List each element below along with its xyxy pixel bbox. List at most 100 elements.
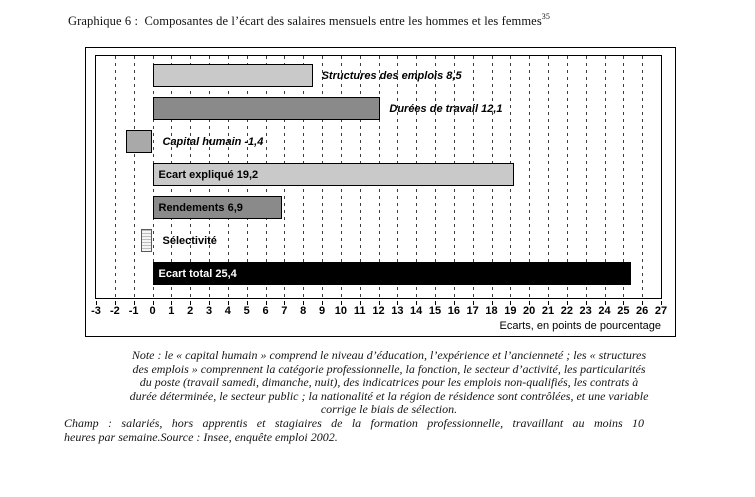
footnote-marker: 35 xyxy=(541,12,550,21)
axis-tick xyxy=(190,301,192,305)
axis-tick-label: 10 xyxy=(334,305,347,317)
bar-label: Rendements 6,9 xyxy=(158,201,243,214)
champ-line: heures par semaine.Source : Insee, enquê… xyxy=(64,429,338,444)
chart-bar xyxy=(152,97,381,120)
note-block: Note : le « capital humain » comprend le… xyxy=(64,348,714,417)
chart-bar-row: Sélectivité xyxy=(96,229,661,252)
axis-tick xyxy=(529,301,531,305)
axis-tick-label: -3 xyxy=(91,305,101,317)
chart-title-text: Graphique 6 : Composantes de l’écart des… xyxy=(68,14,542,28)
gridline xyxy=(585,56,587,298)
axis-tick xyxy=(227,301,229,305)
note-line: corrige le biais de sélection. xyxy=(320,402,458,417)
note-line: Note : le « capital humain » comprend le… xyxy=(131,348,647,362)
axis-tick xyxy=(265,301,267,305)
axis-tick-label: 17 xyxy=(466,305,479,317)
axis-tick-label: 21 xyxy=(541,305,555,317)
bar-label: Ecart expliqué 19,2 xyxy=(158,168,259,181)
chart-bar xyxy=(126,130,153,153)
axis-tick-label: 24 xyxy=(598,305,611,317)
axis-tick-label: 0 xyxy=(149,305,156,317)
chart-bar xyxy=(152,196,283,219)
chart-frame: Structures des emplois 8,5 Durées de trav… xyxy=(85,47,676,337)
axis-tick xyxy=(642,301,644,305)
axis-tick xyxy=(453,301,455,305)
gridline xyxy=(114,56,116,298)
gridline xyxy=(604,56,606,298)
axis-tick-label: 13 xyxy=(391,305,404,317)
note-line: des emplois » comprennent la catégorie p… xyxy=(132,361,646,376)
gridline xyxy=(642,56,644,298)
x-axis xyxy=(96,301,662,306)
axis-tick-label: 2 xyxy=(187,305,194,317)
axis-tick-label: 7 xyxy=(281,305,288,317)
axis-tick xyxy=(284,301,286,305)
axis-tick-label: -1 xyxy=(128,305,139,317)
axis-tick xyxy=(246,301,248,305)
axis-tick xyxy=(322,301,323,305)
axis-tick-label: 27 xyxy=(654,305,668,317)
chart-bar-row: Ecart expliqué 19,2 xyxy=(96,163,661,186)
axis-tick-label: 12 xyxy=(372,305,385,317)
bar-label: Sélectivité xyxy=(162,234,217,247)
axis-tick xyxy=(510,301,512,305)
axis-tick xyxy=(378,301,380,305)
bar-label: Durées de travail 12,1 xyxy=(389,102,503,115)
axis-tick-label: 1 xyxy=(168,305,175,317)
champ-source-block: Champ : salariés, hors apprentis et stag… xyxy=(64,416,644,445)
axis-tick-label: 20 xyxy=(523,305,536,317)
axis-tick-label: 16 xyxy=(447,305,460,317)
x-tick-labels: -3 -2 -1 0 1 2 3 4 5 6 7 8 9 10 11 12 13 14 15 16 17 18 19 20 21… xyxy=(91,305,667,319)
chart-bar-row: Capital humain -1,4 xyxy=(96,130,661,153)
axis-tick-label: 5 xyxy=(243,305,250,317)
axis-tick xyxy=(604,301,606,305)
gridline xyxy=(133,56,135,298)
note-line: du poste (travail samedi, dimanche, nuit… xyxy=(139,375,639,390)
axis-tick-label: 8 xyxy=(300,305,307,317)
bar-label: Capital humain -1,4 xyxy=(162,135,264,148)
chart-bar xyxy=(152,262,631,285)
chart-bar-row: Structures des emplois 8,5 xyxy=(96,64,661,87)
axis-tick-label: 22 xyxy=(560,305,573,317)
axis-tick xyxy=(548,301,549,305)
axis-tick xyxy=(114,301,116,305)
axis-tick-label: 15 xyxy=(428,305,442,317)
axis-tick-label: 4 xyxy=(224,305,231,317)
axis-tick-label: 18 xyxy=(485,305,498,317)
axis-tick xyxy=(171,301,173,305)
axis-tick xyxy=(472,301,474,305)
axis-tick xyxy=(152,301,154,305)
axis-tick-label: 9 xyxy=(318,305,326,317)
chart-bar xyxy=(152,163,515,186)
axis-tick xyxy=(566,301,568,305)
axis-tick xyxy=(661,301,662,305)
axis-tick-label: 25 xyxy=(617,305,630,317)
champ-line: Champ : salariés, hors apprentis et stag… xyxy=(64,416,644,430)
axis-tick-label: 11 xyxy=(353,305,366,317)
axis-tick-label: 14 xyxy=(410,305,423,317)
chart-bar-row: Rendements 6,9 xyxy=(96,196,661,219)
chart-bar xyxy=(152,64,313,87)
axis-tick xyxy=(491,301,493,305)
axis-tick-label: 23 xyxy=(579,305,592,317)
axis-tick-label: 26 xyxy=(636,305,649,317)
note-line: durée déterminée, le secteur public ; la… xyxy=(129,388,649,403)
axis-tick xyxy=(303,301,305,305)
axis-tick-label: -2 xyxy=(109,305,120,317)
chart-bar-row: Durées de travail 12,1 xyxy=(96,97,661,120)
axis-tick xyxy=(340,301,342,305)
axis-tick xyxy=(359,301,361,305)
gridline xyxy=(548,56,549,298)
bar-label: Structures des emplois 8,5 xyxy=(321,69,462,82)
axis-tick xyxy=(397,301,399,305)
bar-label: Ecart total 25,4 xyxy=(158,267,237,280)
x-axis-label: Ecarts, en points de pourcentage xyxy=(499,320,661,332)
axis-tick xyxy=(96,301,97,305)
plot-area: Structures des emplois 8,5 Durées de trav… xyxy=(95,55,662,299)
axis-tick-label: 19 xyxy=(504,305,517,317)
gridline xyxy=(623,56,625,298)
chart-title: Graphique 6 : Composantes de l’écart des… xyxy=(68,12,550,29)
gridline xyxy=(566,56,568,298)
gridline xyxy=(529,56,531,298)
